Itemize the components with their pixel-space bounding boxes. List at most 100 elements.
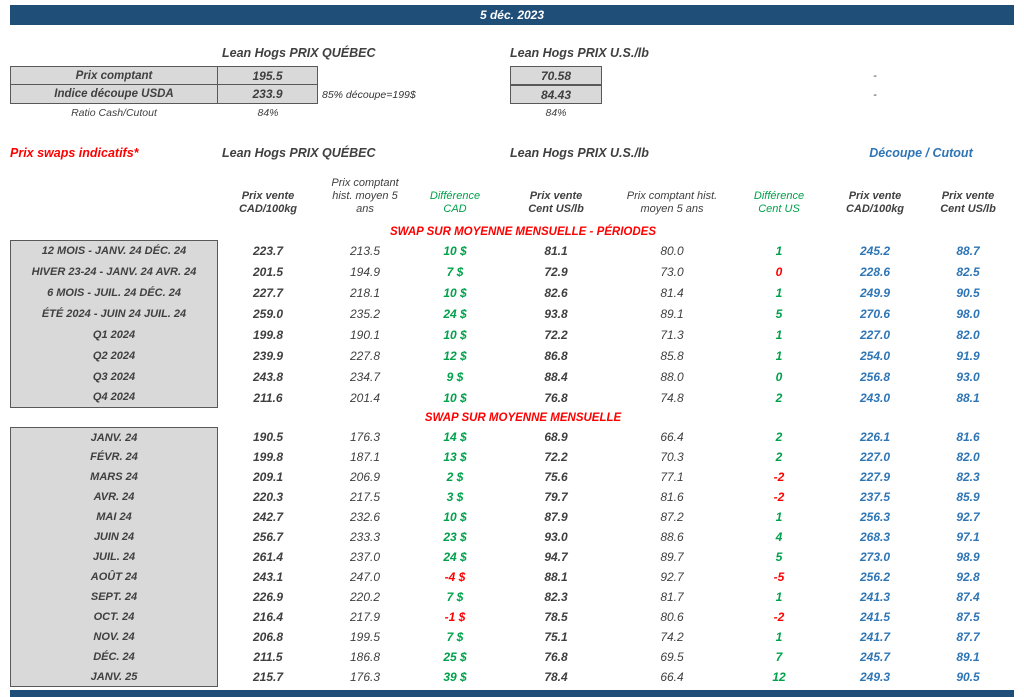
empty-cell — [730, 104, 828, 122]
cutout-cad-value: 241.3 — [859, 590, 891, 604]
table-row: Q4 2024 211.6 201.4 10 $ 76.8 74.8 2 243.0 88.1 — [10, 387, 1014, 408]
table-row: AVR. 24 220.3 217.5 3 $ 79.7 81.6 -2 237.5 85.9 — [10, 487, 1014, 507]
spot-row-ratio: Ratio Cash/Cutout 84% 84% — [10, 104, 1014, 122]
qc-hist-value: 213.5 — [349, 243, 381, 258]
us-sell-value: 78.4 — [544, 670, 568, 684]
us-hist-value: 88.6 — [660, 530, 684, 544]
qc-sell-value: 190.5 — [252, 430, 284, 444]
qc-hist-value: 234.7 — [349, 369, 381, 384]
qc-hist-value: 232.6 — [349, 510, 381, 524]
diff-us-value: 5 — [775, 306, 783, 321]
diff-cad-value: 10 $ — [443, 510, 467, 524]
empty-cell — [828, 104, 922, 122]
section-header-row: SWAP SUR MOYENNE MENSUELLE - PÉRIODES — [10, 224, 1014, 240]
footer-bar — [10, 690, 1014, 697]
row-label: Q4 2024 — [10, 387, 218, 408]
us-sell-value: 75.1 — [544, 630, 568, 644]
cutout-cad-value: 245.7 — [859, 650, 891, 664]
cutout-us-value: 88.7 — [956, 243, 980, 258]
qc-sell-value: 261.4 — [252, 550, 284, 564]
diff-us-value: 4 — [775, 530, 783, 544]
qc-hist-value: 186.8 — [349, 650, 381, 664]
diff-cad-value: 10 $ — [443, 285, 467, 300]
cutout-cad-value: 249.9 — [859, 285, 891, 300]
us-sell-value: 82.6 — [544, 285, 568, 300]
row-label: 6 MOIS - JUIL. 24 DÉC. 24 — [10, 282, 218, 303]
qc-hist-value: 217.9 — [349, 610, 381, 624]
cutout-cad-value: 270.6 — [859, 306, 891, 321]
diff-cad-value: -4 $ — [444, 570, 466, 584]
diff-cad-value: 25 $ — [443, 650, 467, 664]
cutout-cad-value: 268.3 — [859, 530, 891, 544]
row-label: 12 MOIS - JANV. 24 DÉC. 24 — [10, 240, 218, 261]
qc-hist-value: 218.1 — [349, 285, 381, 300]
us-sell-value: 75.6 — [544, 470, 568, 484]
cutout-us-value: 97.1 — [956, 530, 980, 544]
diff-cad-value: 13 $ — [443, 450, 467, 464]
row-label: Q2 2024 — [10, 345, 218, 366]
diff-us-value: 2 — [775, 390, 783, 405]
row-label: OCT. 24 — [10, 607, 218, 627]
empty-cell — [730, 66, 828, 85]
us-hist-value: 69.5 — [660, 650, 684, 664]
diff-us-value: 2 — [775, 450, 783, 464]
us-hist-value: 80.0 — [660, 243, 684, 258]
qc-hist-value: 190.1 — [349, 327, 381, 342]
us-sell-value: 79.7 — [544, 490, 568, 504]
col-header-cutout-us: Prix vente Cent US/lb — [940, 190, 996, 216]
us-sell-value: 76.8 — [544, 390, 568, 405]
us-sell-value: 76.8 — [544, 650, 568, 664]
empty-cell — [922, 66, 1014, 85]
table-row: DÉC. 24 211.5 186.8 25 $ 76.8 69.5 7 245.7 89.1 — [10, 647, 1014, 667]
row-label: JUIL. 24 — [10, 547, 218, 567]
empty-cell — [614, 85, 730, 104]
cutout-cad-value: 227.0 — [859, 450, 891, 464]
qc-sell-value: 199.8 — [252, 450, 284, 464]
spot-qc-value: 195.5 — [218, 66, 318, 85]
section-header-row: SWAP SUR MOYENNE MENSUELLE — [10, 408, 1014, 427]
diff-us-value: -5 — [773, 570, 785, 584]
row-label: MAI 24 — [10, 507, 218, 527]
qc-sell-value: 199.8 — [252, 327, 284, 342]
diff-us-value: -2 — [773, 490, 785, 504]
us-hist-value: 89.1 — [660, 306, 684, 321]
empty-cell — [922, 85, 1014, 104]
table-row: JUIL. 24 261.4 237.0 24 $ 94.7 89.7 5 273.0 98.9 — [10, 547, 1014, 567]
diff-cad-value: 7 $ — [446, 264, 464, 279]
cutout-us-value: 93.0 — [956, 369, 980, 384]
table-row: JUIN 24 256.7 233.3 23 $ 93.0 88.6 4 268.3 97.1 — [10, 527, 1014, 547]
us-sell-value: 72.9 — [544, 264, 568, 279]
qc-hist-value: 217.5 — [349, 490, 381, 504]
cutout-cad-value: 249.3 — [859, 670, 891, 684]
cutout-cad-value: 243.0 — [859, 390, 891, 405]
cutout-us-value: 98.0 — [956, 306, 980, 321]
qc-hist-value: 194.9 — [349, 264, 381, 279]
qc-hist-value: 227.8 — [349, 348, 381, 363]
qc-sell-value: 211.5 — [253, 650, 283, 664]
diff-cad-value: 9 $ — [446, 369, 464, 384]
us-hist-value: 80.6 — [660, 610, 684, 624]
us-hist-value: 74.8 — [660, 390, 684, 405]
us-sell-value: 81.1 — [544, 243, 568, 258]
swaps-us-title: Lean Hogs PRIX U.S./lb — [510, 146, 649, 160]
diff-us-value: 7 — [775, 650, 783, 664]
qc-sell-value: 239.9 — [252, 348, 284, 363]
cutout-us-value: 82.0 — [956, 327, 980, 342]
row-label: SEPT. 24 — [10, 587, 218, 607]
us-sell-value: 93.8 — [544, 306, 568, 321]
table-row: NOV. 24 206.8 199.5 7 $ 75.1 74.2 1 241.7 87.7 — [10, 627, 1014, 647]
row-label: AVR. 24 — [10, 487, 218, 507]
cutout-cad-value: 227.9 — [859, 470, 891, 484]
us-hist-value: 70.3 — [660, 450, 684, 464]
spot-right-dash: - — [873, 88, 877, 101]
cutout-us-value: 81.6 — [956, 430, 980, 444]
swaps-quebec-title: Lean Hogs PRIX QUÉBEC — [222, 146, 376, 160]
cutout-cad-value: 256.3 — [859, 510, 891, 524]
us-hist-value: 66.4 — [660, 670, 684, 684]
table-row: AOÛT 24 243.1 247.0 -4 $ 88.1 92.7 -5 256.2 92.8 — [10, 567, 1014, 587]
row-label: MARS 24 — [10, 467, 218, 487]
us-hist-value: 85.8 — [660, 348, 684, 363]
cutout-us-value: 92.7 — [956, 510, 980, 524]
cutout-cad-value: 273.0 — [859, 550, 891, 564]
diff-us-value: 0 — [775, 264, 783, 279]
